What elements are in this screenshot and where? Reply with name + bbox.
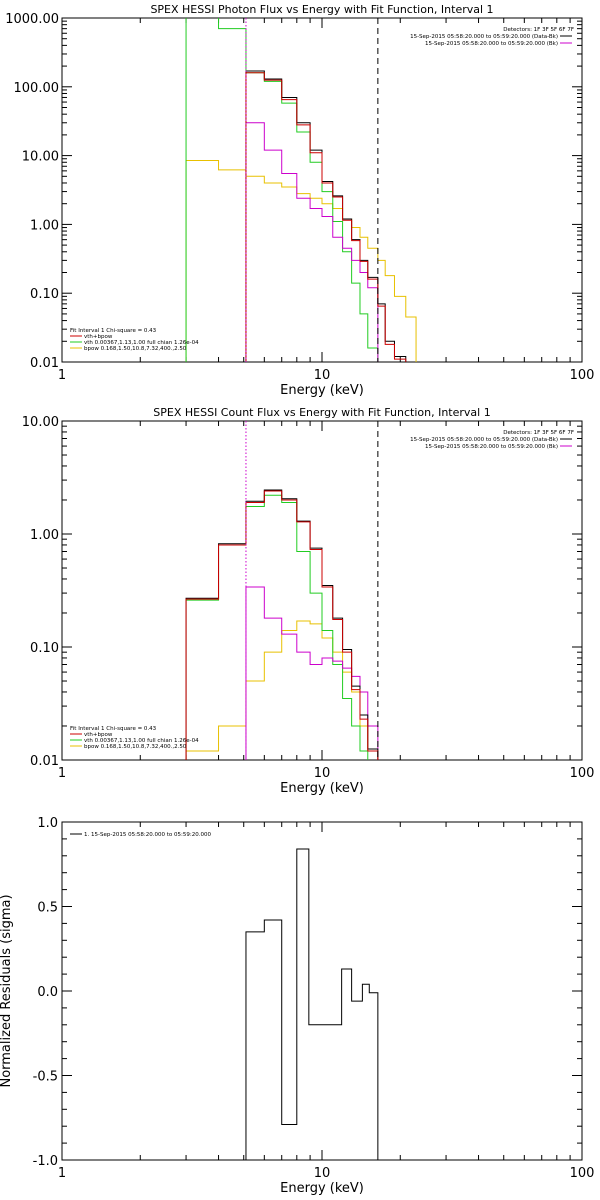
x-axis-label: Energy (keV) [280,781,364,796]
residuals-panel: 1 10 100 Energy (keV) -1.0 -0.5 0.0 0.5 1.0 Norma… [0,816,594,1196]
legend-left-label: vth+bpow [84,732,113,738]
y-tick-label: -1.0 [33,1154,58,1169]
x-tick-label: 100 [570,368,595,383]
x-tick-label: 10 [314,766,331,781]
plot-frame [61,821,583,1161]
legend-right-label: 15-Sep-2015 05:58:20.000 to 05:59:20.000… [410,437,558,443]
x-tick-label: 10 [314,1166,331,1181]
detectors-label: Detectors: 1F 3F 5F 6F 7F [503,430,574,436]
count-flux-panel: SPEX HESSI Count Flux vs Energy with Fit… [22,406,595,796]
legend-left-header: Fit Interval 1 Chi-square = 0.43 [70,328,157,334]
data-layer [245,848,379,1160]
x-tick-label: 10 [314,368,331,383]
series-resid_magenta-line [245,122,379,362]
y-tick-label: 0.0 [37,985,58,1000]
series-bpow-line [185,620,379,760]
y-tick-label: 1.00 [30,218,59,233]
x-tick-label: 1 [58,1166,66,1181]
y-tick-label: 0.10 [30,287,59,302]
y-tick-label: 0.01 [30,356,59,371]
y-tick-label: 1.0 [37,816,58,831]
series-bpow-line [185,159,417,362]
y-tick-label: 10.00 [22,415,59,430]
legend-left-header: Fit Interval 1 Chi-square = 0.43 [70,726,157,732]
x-axis-label: Energy (keV) [280,383,364,398]
y-axis-label: Normalized Residuals (sigma) [0,894,14,1087]
y-tick-label: 10.00 [22,150,59,165]
series-resid_magenta-line [245,586,379,760]
legend-left-label: vth 0.00367,1.13,1.00 full chian 1.26e-0… [84,738,199,744]
detectors-label: Detectors: 1F 3F 5F 6F 7F [503,27,574,33]
legend-left-label: 1. 15-Sep-2015 05:58:20.000 to 05:59:20.… [84,832,211,838]
x-tick-label: 1 [58,368,66,383]
x-tick-label: 100 [570,766,595,781]
chart-title: SPEX HESSI Count Flux vs Energy with Fit… [153,406,490,419]
legend-left-label: vth+bpow [84,334,113,340]
legend-right-label: 15-Sep-2015 05:58:20.000 to 05:59:20.000… [425,41,558,47]
series-total-line [245,70,407,362]
legend-left-label: vth 0.00367,1.13,1.00 full chian 1.26e-0… [84,340,199,346]
y-tick-label: 0.01 [30,754,59,769]
photon-flux-panel: SPEX HESSI Photon Flux vs Energy with Fi… [5,3,594,398]
y-tick-label: 0.10 [30,641,59,656]
x-tick-label: 1 [58,766,66,781]
data-layer [185,489,379,760]
x-axis-label: Energy (keV) [280,1181,364,1196]
data-layer [185,18,417,362]
y-tick-label: 100.00 [14,81,60,96]
legend-right-label: 15-Sep-2015 05:58:20.000 to 05:59:20.000… [425,444,558,450]
y-tick-label: -0.5 [33,1070,58,1085]
y-tick-label: 0.5 [37,901,58,916]
chart-title: SPEX HESSI Photon Flux vs Energy with Fi… [150,3,493,16]
legend-right-label: 15-Sep-2015 05:58:20.000 to 05:59:20.000… [410,34,558,40]
y-tick-label: 1000.00 [5,12,59,27]
series-total-line [245,848,379,1160]
plot-frame [61,420,583,761]
y-tick-label: 1.00 [30,528,59,543]
x-tick-label: 100 [570,1166,595,1181]
series-sum-line [245,72,407,362]
legend-left-label: bpow 0.168,1.50,10.8,7.32,400.,2.50 [84,346,187,352]
legend-left-label: bpow 0.168,1.50,10.8,7.32,400.,2.50 [84,744,187,750]
